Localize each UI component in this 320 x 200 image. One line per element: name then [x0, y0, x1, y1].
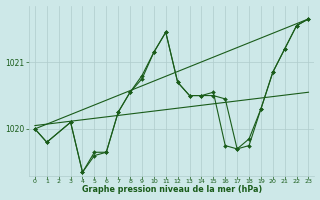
X-axis label: Graphe pression niveau de la mer (hPa): Graphe pression niveau de la mer (hPa) — [82, 185, 262, 194]
